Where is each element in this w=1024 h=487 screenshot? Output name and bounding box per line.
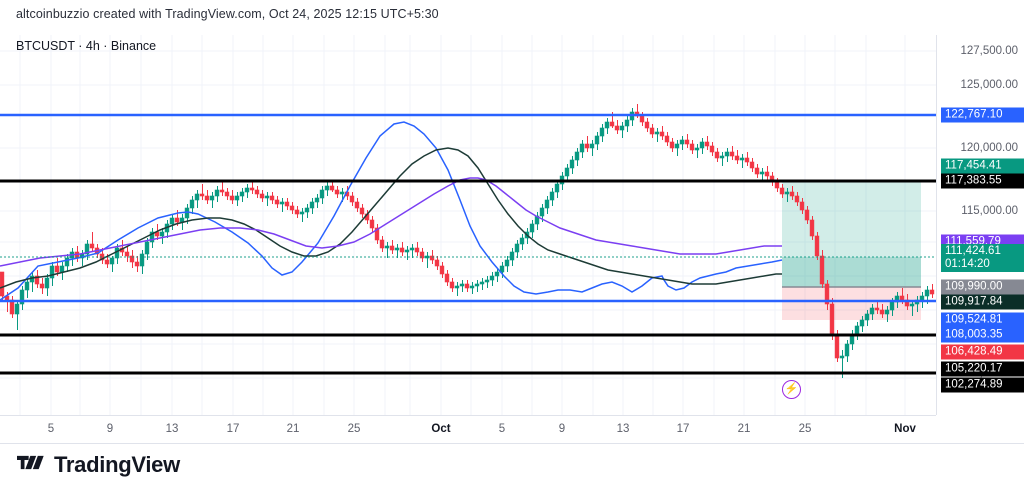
lightning-bolt-icon[interactable]: ⚡ xyxy=(782,380,801,399)
moving-average-line xyxy=(0,121,783,301)
price-badge[interactable]: 109,917.84 xyxy=(941,294,1024,310)
time-tick: 25 xyxy=(798,423,812,435)
tradingview-logo-icon xyxy=(17,455,44,470)
footer: TradingView xyxy=(0,444,1024,487)
time-tick: Nov xyxy=(894,423,916,435)
time-tick: 13 xyxy=(616,423,630,435)
time-tick: 25 xyxy=(347,423,361,435)
price-badge[interactable]: 105,220.17 xyxy=(941,361,1024,377)
price-badge[interactable]: 108,003.35 xyxy=(941,327,1024,343)
time-axis[interactable]: 5 9 13 17 21 25 Oct 5 9 13 17 21 25 Nov xyxy=(0,415,936,443)
chart-plot-area[interactable]: ⚡ xyxy=(0,35,936,415)
price-badge[interactable]: 117,383.55 xyxy=(941,173,1024,189)
price-tick: 125,000.00 xyxy=(960,79,1018,91)
long-position-tool[interactable] xyxy=(782,181,921,320)
time-tick: 13 xyxy=(165,423,179,435)
time-tick: 5 xyxy=(47,423,55,435)
price-tick: 127,500.00 xyxy=(960,45,1018,57)
price-tick: 120,000.00 xyxy=(960,142,1018,154)
time-tick: 5 xyxy=(498,423,506,435)
tradingview-logo: TradingView xyxy=(17,452,180,478)
price-axis[interactable]: 127,500.00 125,000.00 120,000.00 115,000.00… xyxy=(936,35,1024,415)
axis-divider xyxy=(0,443,1024,444)
time-tick: 21 xyxy=(286,423,300,435)
price-tick: 115,000.00 xyxy=(961,205,1018,217)
time-tick: 17 xyxy=(676,423,690,435)
price-badge[interactable]: 122,767.10 xyxy=(941,107,1024,123)
time-tick: Oct xyxy=(431,423,451,435)
price-badge[interactable]: 109,990.00 xyxy=(941,279,1024,295)
moving-average-line xyxy=(0,177,782,267)
time-tick: 9 xyxy=(558,423,566,435)
time-tick: 21 xyxy=(737,423,751,435)
price-badge[interactable]: 111,424.61 01:14:20 xyxy=(941,244,1024,272)
moving-average-line xyxy=(0,147,782,289)
price-badge[interactable]: 106,428.49 xyxy=(941,344,1024,360)
attribution-text: altcoinbuzzio created with TradingView.c… xyxy=(16,7,439,21)
countdown-timer: 01:14:20 xyxy=(945,258,990,270)
tradingview-wordmark: TradingView xyxy=(54,452,180,477)
price-badge[interactable]: 102,274.89 xyxy=(941,377,1024,393)
price-badge[interactable]: 117,454.41 xyxy=(941,158,1024,174)
price-badge[interactable]: 109,524.81 xyxy=(941,312,1024,328)
chart-frame: ⚡ BTCUSDT · 4h · Binance 127,500.00 125,0… xyxy=(0,35,1024,415)
chart-legend: BTCUSDT · 4h · Binance xyxy=(16,39,157,53)
time-tick: 9 xyxy=(106,423,114,435)
price-badge-value: 111,424.61 xyxy=(945,245,1001,257)
time-tick: 17 xyxy=(226,423,240,435)
chart-svg xyxy=(0,35,936,415)
